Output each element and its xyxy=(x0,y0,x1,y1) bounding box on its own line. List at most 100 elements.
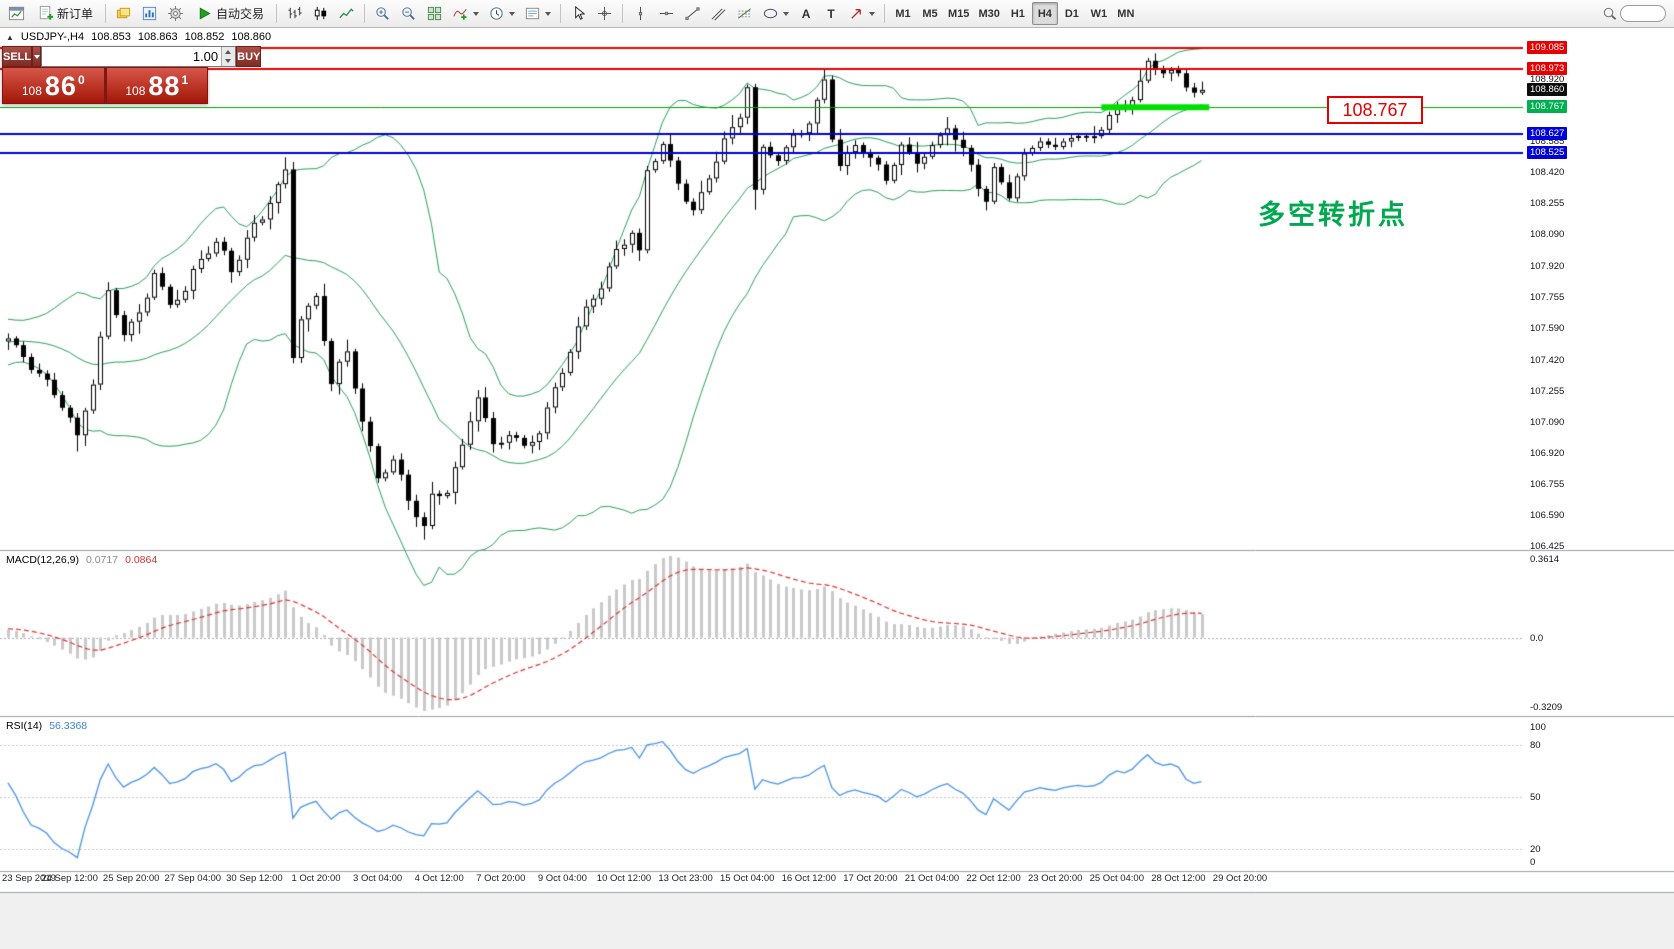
templates-button[interactable] xyxy=(520,2,555,25)
sell-button[interactable]: SELL xyxy=(2,46,33,67)
price-annotation-box[interactable]: 108.767 xyxy=(1327,96,1423,124)
ask-pip-digit: 1 xyxy=(181,73,189,87)
toolbar-separator xyxy=(884,4,886,23)
volume-input[interactable] xyxy=(42,47,222,66)
time-tick: 13 Oct 23:00 xyxy=(658,873,713,884)
price-tick: 106.755 xyxy=(1530,479,1565,491)
timeframe-m15-button[interactable]: M15 xyxy=(944,2,973,25)
time-tick: 15 Oct 04:00 xyxy=(719,873,775,884)
vertical-line-tool-button[interactable] xyxy=(628,2,653,25)
search-icon xyxy=(1603,7,1617,20)
price-tag-108.627: 108.627 xyxy=(1527,126,1568,140)
time-scale[interactable]: 23 Sep 2019 24 Sep 12:00 25 Sep 20:00 27 Se… xyxy=(0,873,1560,889)
timeframe-h1-button[interactable]: H1 xyxy=(1005,2,1031,25)
toolbar: 新订单 自动交易 A T M1 M5 M15 M30 H1 H4 D1 W1 MN xyxy=(0,0,1674,28)
search-input[interactable] xyxy=(1620,5,1666,22)
volume-spinner xyxy=(221,47,236,66)
profiles-icon xyxy=(116,7,131,19)
new-chart-button[interactable] xyxy=(4,2,29,25)
time-tick: 24 Sep 12:00 xyxy=(41,873,98,884)
tile-windows-button[interactable] xyxy=(422,2,447,25)
time-tick: 4 Oct 12:00 xyxy=(414,873,464,884)
metaeditor-icon xyxy=(167,5,184,22)
line-chart-button[interactable] xyxy=(334,2,359,25)
arrow-tool-icon xyxy=(851,9,861,19)
time-tick: 1 Oct 20:00 xyxy=(291,873,341,884)
ohlc-open: 108.853 xyxy=(91,31,131,43)
periods-button[interactable] xyxy=(484,2,519,25)
macd-main-value: 0.0717 xyxy=(85,554,119,566)
dropdown-caret-icon xyxy=(869,11,876,16)
indicators-button[interactable] xyxy=(448,2,483,25)
timeframe-w1-button[interactable]: W1 xyxy=(1086,2,1112,25)
collapse-one-click-icon[interactable]: ▲ xyxy=(6,32,14,42)
timeframe-m30-button[interactable]: M30 xyxy=(974,2,1003,25)
trendline-tool-button[interactable] xyxy=(680,2,705,25)
macd-scale-zero: 0.0 xyxy=(1530,632,1544,644)
time-tick: 16 Oct 12:00 xyxy=(781,873,836,884)
volume-dropdown-button[interactable] xyxy=(32,46,42,67)
rsi-title: RSI(14) xyxy=(6,720,43,732)
candlestick-chart-button[interactable] xyxy=(308,2,333,25)
text-tool-button[interactable]: A xyxy=(794,2,818,25)
rsi-scale-tick: 80 xyxy=(1530,740,1541,751)
ohlc-low: 108.852 xyxy=(184,31,225,43)
crosshair-button[interactable] xyxy=(592,2,617,25)
price-scale[interactable]: 0.3614 0.0 -0.3209 108.920 108.585 108.420… xyxy=(1527,0,1674,949)
bid-big-digits: 86 xyxy=(44,71,77,102)
arrows-tool-button[interactable] xyxy=(844,2,879,25)
ohlc-high: 108.863 xyxy=(137,31,178,43)
bar-chart-button[interactable] xyxy=(282,2,307,25)
zoom-out-button[interactable] xyxy=(396,2,421,25)
volume-increase-button[interactable] xyxy=(222,47,236,57)
label-tool-button[interactable]: T xyxy=(819,2,843,25)
new-order-button[interactable]: 新订单 xyxy=(30,2,100,25)
time-tick: 29 Oct 20:00 xyxy=(1212,873,1268,884)
new-chart-icon xyxy=(8,6,25,21)
metaeditor-button[interactable] xyxy=(163,2,188,25)
trendline-icon xyxy=(685,7,700,21)
cursor-button[interactable] xyxy=(566,2,591,25)
time-tick: 3 Oct 04:00 xyxy=(353,873,403,884)
timeframe-m1-button[interactable]: M1 xyxy=(890,2,916,25)
channel-tool-button[interactable] xyxy=(706,2,731,25)
time-tick: 9 Oct 04:00 xyxy=(537,873,587,884)
one-click-price-row: 108 86 0 108 88 1 xyxy=(2,67,208,104)
timeframe-h4-button[interactable]: H4 xyxy=(1031,2,1058,25)
market-watch-button[interactable] xyxy=(137,2,162,25)
buy-button[interactable]: BUY xyxy=(236,46,262,67)
fibonacci-tool-button[interactable] xyxy=(732,2,757,25)
time-tick: 23 Sep 2019 xyxy=(2,873,56,884)
zoom-in-button[interactable] xyxy=(370,2,395,25)
timeframe-d1-button[interactable]: D1 xyxy=(1059,2,1085,25)
time-tick: 10 Oct 12:00 xyxy=(596,873,652,884)
rsi-scale-tick: 0 xyxy=(1530,857,1536,868)
template-icon xyxy=(525,7,540,20)
chart-symbol-label: USDJPY-,H4 xyxy=(20,31,85,43)
time-tick: 7 Oct 20:00 xyxy=(476,873,526,884)
toolbar-separator xyxy=(364,4,366,23)
sell-price-button[interactable]: 108 86 0 xyxy=(2,67,105,104)
price-tick: 108.420 xyxy=(1530,167,1565,179)
shapes-tool-button[interactable] xyxy=(758,2,793,25)
label-tool-icon: T xyxy=(827,6,835,21)
toolbar-search-box xyxy=(1601,5,1666,22)
profiles-button[interactable] xyxy=(111,2,136,25)
timeframe-mn-button[interactable]: MN xyxy=(1113,2,1139,25)
price-tick: 108.585 xyxy=(1530,136,1565,148)
fibonacci-icon xyxy=(738,8,751,19)
volume-decrease-button[interactable] xyxy=(222,56,236,66)
timeframe-m5-button[interactable]: M5 xyxy=(917,2,943,25)
time-tick: 28 Oct 12:00 xyxy=(1151,873,1206,884)
auto-trading-button[interactable]: 自动交易 xyxy=(189,2,271,25)
price-tag-108.767: 108.767 xyxy=(1527,100,1568,114)
toolbar-separator xyxy=(622,4,624,23)
tile-windows-icon xyxy=(427,6,442,21)
buy-price-button[interactable]: 108 88 1 xyxy=(105,67,208,104)
toolbar-separator xyxy=(105,4,107,23)
macd-signal-value: 0.0864 xyxy=(125,554,158,566)
zoom-out-icon xyxy=(402,7,415,20)
horizontal-line-tool-button[interactable] xyxy=(654,2,679,25)
price-tick: 106.920 xyxy=(1530,448,1565,460)
